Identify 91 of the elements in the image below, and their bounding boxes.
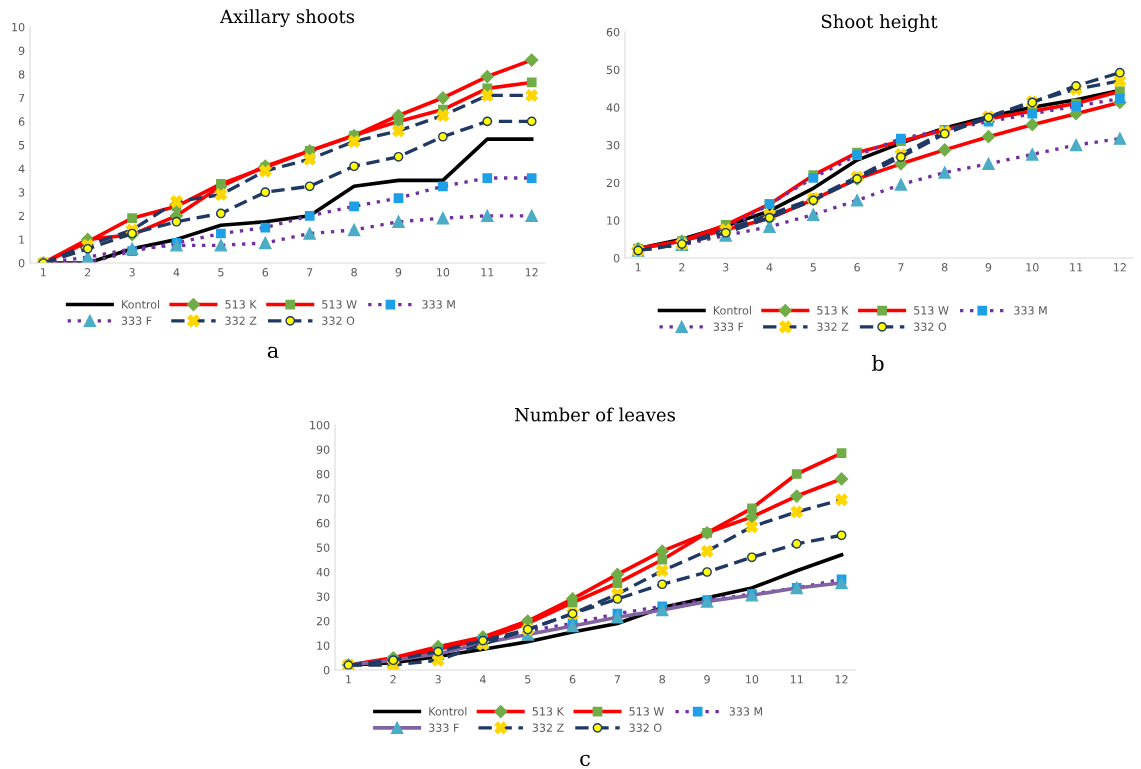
- chart-title: Axillary shoots: [219, 9, 355, 27]
- x-tick-label: 4: [766, 263, 773, 272]
- legend-label: 332 O: [914, 322, 947, 331]
- legend-label: 513 K: [817, 306, 849, 315]
- y-tick-label: 9: [18, 46, 25, 55]
- y-tick-label: 2: [18, 211, 25, 221]
- y-tick-label: 90: [316, 445, 330, 454]
- y-tick-label: 0: [613, 253, 620, 263]
- y-tick-label: 1: [19, 235, 25, 244]
- x-tick-label: 4: [479, 675, 486, 684]
- x-tick-label: 3: [129, 268, 135, 277]
- y-tick-label: 60: [316, 518, 330, 528]
- y-tick-label: 5: [18, 141, 25, 150]
- y-tick-label: 7: [18, 93, 25, 103]
- x-tick-label: 3: [435, 675, 441, 684]
- y-tick-label: 10: [12, 22, 25, 32]
- legend-label: 333 M: [1014, 306, 1047, 315]
- x-tick-label: 7: [307, 268, 313, 277]
- legend-label: 332 Z: [225, 316, 257, 325]
- text: b: [871, 354, 884, 372]
- y-tick-label: 10: [317, 641, 330, 650]
- x-tick-label: 8: [659, 675, 666, 684]
- y-tick-label: 0: [323, 665, 330, 675]
- text: c: [580, 754, 590, 767]
- x-tick-label: 8: [351, 268, 357, 277]
- y-tick-label: 3: [18, 188, 25, 197]
- legend-label: 332 O: [322, 316, 355, 325]
- chart-title: Shoot height: [821, 14, 938, 32]
- legend-label: 333 M: [422, 300, 455, 309]
- y-tick-label: 60: [606, 27, 620, 37]
- x-tick-label: 5: [218, 268, 224, 277]
- x-tick-label: 11: [1070, 263, 1083, 272]
- x-tick-label: 10: [746, 675, 759, 684]
- legend-label: 333 F: [713, 322, 744, 331]
- y-tick-label: 50: [316, 543, 330, 552]
- y-tick-label: 30: [606, 140, 620, 150]
- x-tick-label: 8: [941, 263, 948, 272]
- y-tick-label: 20: [316, 616, 330, 626]
- x-tick-label: 3: [723, 263, 729, 272]
- y-tick-label: 6: [18, 117, 25, 126]
- x-tick-label: 10: [1026, 263, 1039, 272]
- legend-label: 513 K: [532, 707, 565, 716]
- x-tick-label: 1: [346, 675, 351, 684]
- y-tick-label: 30: [316, 592, 330, 601]
- x-tick-label: 2: [390, 675, 396, 684]
- y-tick-label: 40: [606, 103, 620, 112]
- x-tick-label: 1: [635, 263, 641, 272]
- legend-label: Kontrol: [122, 300, 160, 309]
- y-tick-label: 20: [606, 178, 620, 188]
- legend-label: 333 M: [729, 707, 763, 716]
- x-tick-label: 2: [85, 268, 91, 277]
- y-tick-label: 0: [18, 258, 25, 268]
- x-tick-label: 9: [985, 263, 992, 272]
- y-tick-label: 70: [316, 494, 330, 503]
- x-tick-label: 11: [790, 675, 803, 684]
- chart-title: Number of leaves: [514, 407, 675, 422]
- x-tick-label: 5: [525, 675, 531, 684]
- x-tick-label: 12: [525, 268, 538, 277]
- y-tick-label: 80: [316, 469, 330, 479]
- x-tick-label: 10: [437, 268, 450, 277]
- y-tick-label: 40: [316, 567, 330, 577]
- legend-label: 513 K: [225, 300, 257, 309]
- x-tick-label: 4: [173, 268, 180, 277]
- x-tick-label: 6: [262, 268, 269, 277]
- legend-label: 332 Z: [817, 322, 849, 331]
- text: a: [267, 346, 279, 359]
- x-tick-label: 6: [569, 675, 576, 684]
- x-tick-label: 1: [41, 268, 46, 277]
- x-tick-label: 2: [679, 263, 685, 272]
- legend-label: Kontrol: [429, 707, 467, 716]
- x-tick-label: 9: [704, 675, 710, 684]
- x-tick-label: 12: [835, 675, 848, 684]
- y-tick-label: 100: [310, 420, 330, 430]
- y-tick-label: 8: [18, 70, 25, 79]
- x-tick-label: 9: [395, 268, 402, 277]
- x-tick-label: 6: [854, 263, 860, 272]
- legend-label: 332 O: [629, 723, 662, 732]
- legend-label: 333 F: [429, 723, 459, 732]
- legend-label: 513 W: [629, 707, 664, 716]
- y-tick-label: 4: [18, 164, 25, 173]
- legend-label: 332 Z: [532, 723, 564, 732]
- legend-label: 513 W: [914, 306, 949, 315]
- x-tick-label: 12: [1114, 263, 1126, 272]
- x-tick-label: 5: [810, 263, 816, 272]
- y-tick-label: 10: [607, 216, 620, 225]
- legend-label: 333 F: [121, 316, 152, 325]
- legend-label: Kontrol: [713, 306, 751, 315]
- x-tick-label: 7: [898, 263, 904, 272]
- x-tick-label: 11: [481, 268, 494, 277]
- y-tick-label: 50: [606, 65, 620, 75]
- legend-label: 513 W: [322, 300, 357, 309]
